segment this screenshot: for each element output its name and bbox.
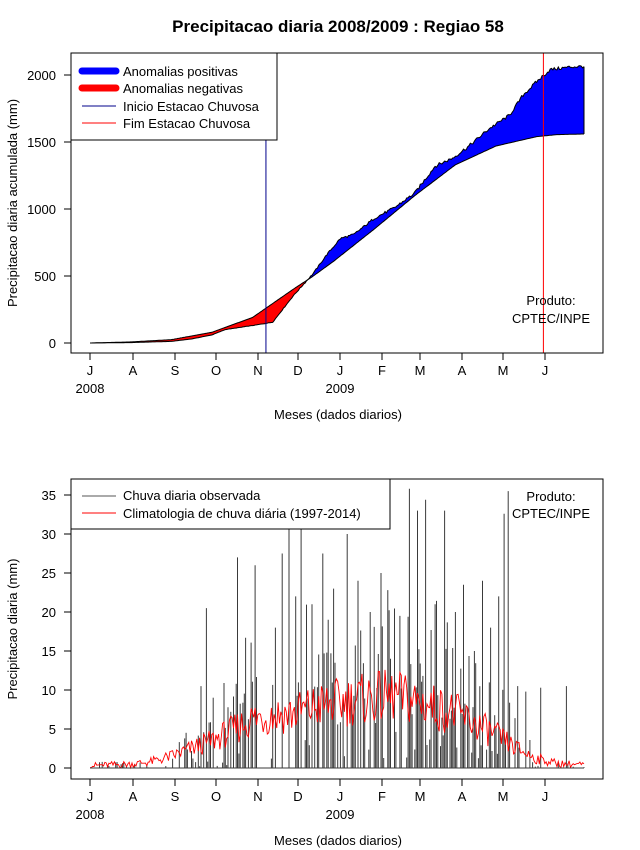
y-tick-label: 30 (42, 527, 56, 542)
x-tick-label: D (293, 363, 302, 378)
y-tick-label: 25 (42, 566, 56, 581)
x-tick-label: A (129, 363, 138, 378)
accumulated-y-axis-label: Precipitacao diaria acumulada (mm) (5, 99, 20, 307)
x-tick-label: F (378, 363, 386, 378)
accumulated-plot-area (90, 53, 585, 353)
negative-anomaly-area (90, 279, 308, 343)
y-tick-label: 5 (49, 722, 56, 737)
legend-label-season-end: Fim Estacao Chuvosa (123, 116, 251, 131)
y-tick-label: 35 (42, 488, 56, 503)
daily-precipitation-panel: 0 5 10 15 20 25 30 35 J A S O N D J F M A M J 2008 2009 Mese… (5, 478, 604, 848)
daily-y-axis-label: Precipitacao diaria (mm) (5, 559, 20, 700)
x-tick-label: S (171, 363, 180, 378)
accumulated-y-axis: 0 500 1000 1500 2000 (27, 68, 72, 351)
x-tick-label: M (498, 363, 509, 378)
x-tick-label: A (458, 363, 467, 378)
observed-cumulative-line (90, 65, 585, 344)
daily-x-axis-label: Meses (dados diarios) (274, 833, 402, 848)
x-year-label: 2009 (326, 381, 355, 396)
chart-title: Precipitacao diaria 2008/2009 : Regiao 5… (172, 17, 504, 36)
y-tick-label: 0 (49, 336, 56, 351)
climatology-daily-line (90, 669, 585, 770)
x-year-label: 2009 (326, 807, 355, 822)
y-tick-label: 500 (34, 269, 56, 284)
x-tick-label: A (129, 789, 138, 804)
x-tick-label: M (415, 363, 426, 378)
daily-x-axis: J A S O N D J F M A M J 2008 2009 (76, 778, 549, 822)
x-tick-label: M (498, 789, 509, 804)
daily-legend: Chuva diaria observada Climatologia de c… (70, 478, 391, 530)
x-tick-label: A (458, 789, 467, 804)
x-tick-label: J (87, 789, 94, 804)
accumulated-precipitation-panel: Precipitacao diaria 2008/2009 : Regiao 5… (5, 17, 604, 422)
x-tick-label: S (171, 789, 180, 804)
positive-anomaly-area (307, 65, 584, 280)
y-tick-label: 2000 (27, 68, 56, 83)
daily-y-axis: 0 5 10 15 20 25 30 35 (42, 488, 72, 776)
x-tick-label: F (378, 789, 386, 804)
x-tick-label: O (211, 363, 221, 378)
y-tick-label: 1500 (27, 135, 56, 150)
x-tick-label: M (415, 789, 426, 804)
daily-legend-box (70, 478, 391, 530)
legend-label-climatology: Climatologia de chuva diária (1997-2014) (123, 506, 361, 521)
y-tick-label: 15 (42, 644, 56, 659)
accumulated-x-axis: J A S O N D J F M A M J 2008 2009 (76, 352, 549, 396)
x-tick-label: J (337, 789, 344, 804)
product-label: Produto: (526, 293, 575, 308)
product-source: CPTEC/INPE (512, 311, 590, 326)
legend-label-observed: Chuva diaria observada (123, 488, 261, 503)
x-tick-label: J (337, 363, 344, 378)
x-year-label: 2008 (76, 807, 105, 822)
legend-label-season-start: Inicio Estacao Chuvosa (123, 99, 260, 114)
legend-label-negative: Anomalias negativas (123, 81, 243, 96)
accumulated-x-axis-label: Meses (dados diarios) (274, 407, 402, 422)
climatology-cumulative-line (90, 133, 584, 344)
daily-plot-area (90, 488, 585, 770)
y-tick-label: 10 (42, 683, 56, 698)
product-source-2: CPTEC/INPE (512, 506, 590, 521)
x-tick-label: J (542, 789, 549, 804)
y-tick-label: 1000 (27, 202, 56, 217)
y-tick-label: 0 (49, 761, 56, 776)
x-tick-label: J (542, 363, 549, 378)
accumulated-legend: Anomalias positivas Anomalias negativas … (70, 52, 278, 141)
y-tick-label: 20 (42, 605, 56, 620)
x-year-label: 2008 (76, 381, 105, 396)
legend-label-positive: Anomalias positivas (123, 64, 238, 79)
x-tick-label: N (253, 363, 262, 378)
product-label-2: Produto: (526, 489, 575, 504)
x-tick-label: O (211, 789, 221, 804)
x-tick-label: J (87, 363, 94, 378)
x-tick-label: N (253, 789, 262, 804)
x-tick-label: D (293, 789, 302, 804)
